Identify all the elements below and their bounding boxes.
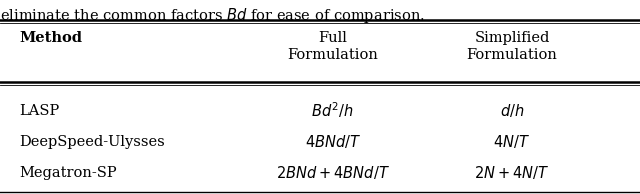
Text: Method: Method [19,31,82,45]
Text: DeepSpeed-Ulysses: DeepSpeed-Ulysses [19,135,165,149]
Text: $d/h$: $d/h$ [500,102,524,119]
Text: LASP: LASP [19,104,60,118]
Text: eliminate the common factors $Bd$ for ease of comparison.: eliminate the common factors $Bd$ for ea… [0,6,425,25]
Text: $4BNd/T$: $4BNd/T$ [305,133,361,150]
Text: $Bd^2/h$: $Bd^2/h$ [312,101,354,120]
Text: $4N/T$: $4N/T$ [493,133,531,150]
Text: $2BNd+4BNd/T$: $2BNd+4BNd/T$ [276,164,390,181]
Text: Full
Formulation: Full Formulation [287,31,378,62]
Text: $2N+4N/T$: $2N+4N/T$ [474,164,550,181]
Text: Megatron-SP: Megatron-SP [19,166,117,180]
Text: Simplified
Formulation: Simplified Formulation [467,31,557,62]
